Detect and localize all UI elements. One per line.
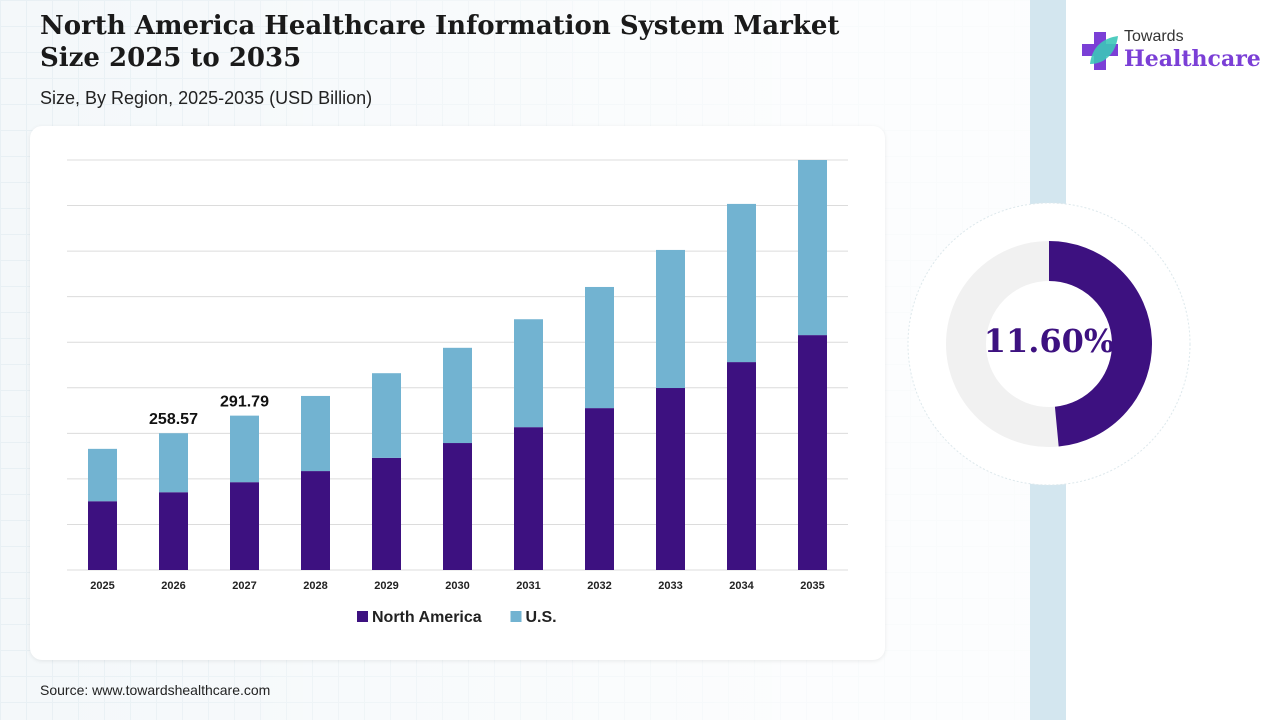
bar-us-2026 xyxy=(159,433,188,493)
x-tick-label: 2032 xyxy=(587,580,611,592)
bar-north-america-2034 xyxy=(727,362,756,570)
bar-us-2029 xyxy=(372,373,401,458)
x-tick-label: 2029 xyxy=(374,580,398,592)
bar-north-america-2032 xyxy=(585,408,614,570)
bar-us-2030 xyxy=(443,347,472,444)
legend-label: North America xyxy=(372,609,482,626)
bar-us-2025 xyxy=(88,448,117,502)
bar-us-2031 xyxy=(514,319,543,428)
x-tick-label: 2026 xyxy=(161,580,185,592)
bar-us-2034 xyxy=(727,203,756,363)
x-tick-label: 2025 xyxy=(90,580,114,592)
cagr-value: 11.60% xyxy=(983,322,1115,360)
bar-north-america-2025 xyxy=(88,501,117,570)
bar-us-2033 xyxy=(656,249,685,389)
x-tick-label: 2028 xyxy=(303,580,327,592)
chart-subtitle: Size, By Region, 2025-2035 (USD Billion) xyxy=(40,88,373,108)
logo-text-towards: Towards xyxy=(1124,28,1184,45)
bar-north-america-2028 xyxy=(301,471,330,570)
bar-north-america-2026 xyxy=(159,492,188,570)
bar-north-america-2027 xyxy=(230,482,259,570)
logo: Towards Healthcare xyxy=(1080,28,1270,78)
bar-north-america-2031 xyxy=(514,427,543,570)
bar-north-america-2030 xyxy=(443,443,472,570)
x-tick-label: 2034 xyxy=(729,580,754,592)
data-label: 291.79 xyxy=(220,394,269,411)
chart-card: 2025 2026 258.57 2027 291.79 2028 2029 2030 2031… xyxy=(30,126,885,660)
chart-title: North America Healthcare Information Sys… xyxy=(40,11,840,73)
legend-swatch xyxy=(510,611,522,622)
legend-label: U.S. xyxy=(526,609,557,626)
medical-cross-leaf-icon xyxy=(1082,32,1118,70)
cagr-donut xyxy=(907,202,1191,486)
x-tick-label: 2035 xyxy=(800,580,824,592)
bar-chart: 2025 2026 258.57 2027 291.79 2028 2029 2030 2031… xyxy=(67,159,848,626)
x-tick-label: 2027 xyxy=(232,580,256,592)
source-text: Source: www.towardshealthcare.com xyxy=(40,682,271,698)
bar-north-america-2029 xyxy=(372,457,401,570)
logo-text-healthcare: Healthcare xyxy=(1124,46,1261,72)
donut-arc xyxy=(1048,241,1152,447)
bar-north-america-2035 xyxy=(798,335,827,570)
bar-north-america-2033 xyxy=(656,388,685,570)
legend-swatch xyxy=(357,611,368,622)
x-tick-label: 2030 xyxy=(445,580,469,592)
bar-us-2028 xyxy=(301,395,330,472)
x-tick-label: 2033 xyxy=(658,580,682,592)
data-label: 258.57 xyxy=(149,411,198,428)
x-tick-label: 2031 xyxy=(516,580,540,592)
bar-us-2032 xyxy=(585,286,614,409)
bar-us-2035 xyxy=(798,160,827,336)
bar-us-2027 xyxy=(230,415,259,483)
